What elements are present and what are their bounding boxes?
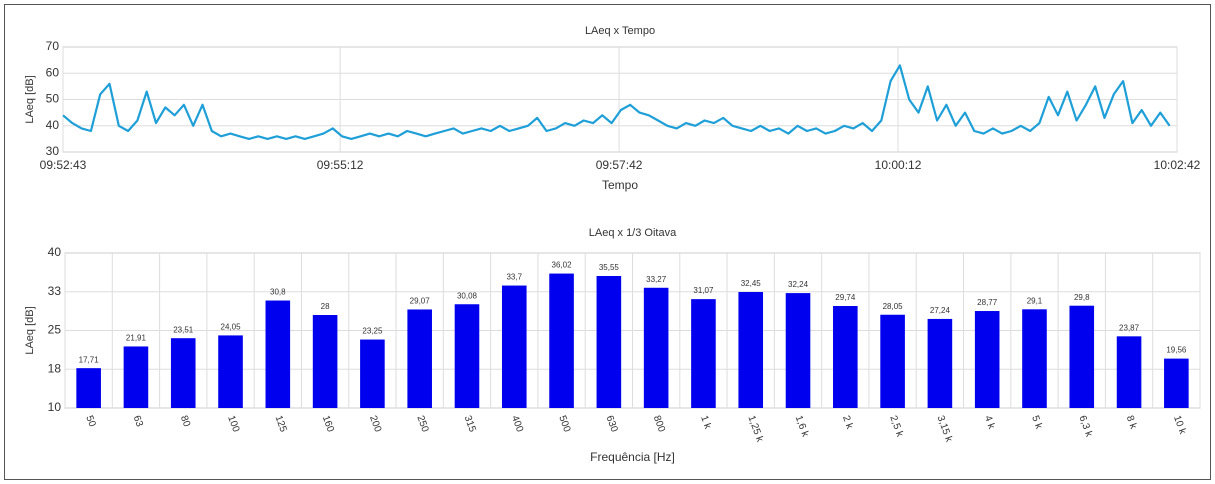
bar [691,299,716,408]
x-tick-label: 2,5 k [887,414,905,439]
x-tick-label: 800 [651,414,667,434]
x-tick-label: 63 [131,414,145,429]
value-label: 23,51 [173,325,194,334]
x-tick-label: 09:52:43 [40,158,87,172]
bar [833,306,858,408]
x-tick-label: 250 [414,414,430,434]
bar [1116,336,1142,408]
value-label: 36,02 [552,261,573,270]
value-label: 31,07 [693,286,714,295]
y-tick-label: 50 [46,92,60,106]
bar [785,293,811,408]
x-tick-label: 8 k [1124,414,1139,431]
x-tick-label: 2 k [840,414,855,431]
bar [1069,305,1095,408]
bar [880,314,905,408]
bar [454,304,480,408]
bar [1022,309,1047,408]
x-tick-label: 400 [509,414,525,434]
x-tick-label: 09:57:42 [596,158,643,172]
x-tick-label: 10 k [1171,414,1188,436]
chart-title: LAeq x Tempo [585,25,655,37]
x-tick-label: 10:00:12 [875,158,922,172]
bar [927,318,953,408]
bar [974,311,1000,408]
bar [170,338,196,408]
bar [360,339,385,408]
value-label: 23,87 [1119,323,1140,332]
value-label: 28,77 [977,298,998,307]
frame [4,4,1211,480]
y-tick-label: 40 [46,118,60,132]
y-tick-label: 30 [46,144,60,158]
y-tick-label: 33 [48,284,62,298]
value-label: 33,27 [646,275,667,284]
y-axis-title: LAeq [dB] [24,306,36,354]
bar [123,346,149,408]
x-tick-label: 6,3 k [1076,414,1094,439]
value-label: 28 [321,302,330,311]
x-tick-label: 160 [320,414,336,434]
y-tick-label: 10 [48,400,62,414]
bar [407,309,432,408]
bar [218,335,243,408]
bar [738,292,764,408]
chart-title: LAeq x 1/3 Oitava [589,227,677,239]
value-label: 32,45 [741,279,762,288]
x-tick-label: 80 [178,414,192,429]
bar [265,300,291,408]
x-tick-label: 200 [367,414,383,434]
x-tick-label: 3,15 k [935,414,955,444]
x-tick-label: 125 [273,414,289,434]
bar [312,315,338,408]
x-tick-label: 10:02:42 [1154,158,1201,172]
x-tick-label: 1 k [698,414,713,431]
bar [596,275,622,408]
x-axis-title: Tempo [602,178,638,192]
value-label: 30,08 [457,291,478,300]
x-tick-label: 315 [462,414,478,434]
line [62,64,1171,140]
x-tick-label: 1,6 k [793,414,811,439]
x-tick-label: 630 [604,414,620,434]
value-label: 29,74 [835,293,856,302]
x-tick-label: 100 [225,414,241,434]
value-label: 29,8 [1074,293,1090,302]
value-label: 19,56 [1166,346,1187,355]
value-label: 24,05 [221,323,242,332]
value-label: 21,91 [126,334,147,343]
x-tick-label: 500 [556,414,572,434]
bar [76,368,101,408]
value-label: 23,25 [362,327,383,336]
value-label: 33,7 [506,273,522,282]
x-tick-label: 09:55:12 [317,158,364,172]
bar [501,285,527,408]
x-tick-label: 4 k [982,414,997,431]
x-axis-title: Frequência [Hz] [590,450,675,464]
bar [643,287,669,408]
value-label: 30,8 [270,288,286,297]
y-axis-title: LAeq [dB] [24,75,36,123]
x-tick-label: 5 k [1029,414,1044,431]
x-tick-label: 50 [83,414,97,429]
bar [549,273,574,408]
value-label: 29,1 [1027,296,1043,305]
value-label: 29,07 [410,297,431,306]
y-tick-label: 70 [46,39,60,53]
value-label: 35,55 [599,263,620,272]
y-tick-label: 60 [46,65,60,79]
value-label: 32,24 [788,280,809,289]
value-label: 27,24 [930,306,951,315]
x-tick-label: 1,25 k [745,414,765,444]
y-tick-label: 18 [48,361,62,375]
value-label: 28,05 [883,302,904,311]
y-tick-label: 40 [48,245,62,259]
value-label: 17,71 [79,355,100,364]
bar [1164,358,1189,408]
y-tick-label: 25 [48,323,62,337]
